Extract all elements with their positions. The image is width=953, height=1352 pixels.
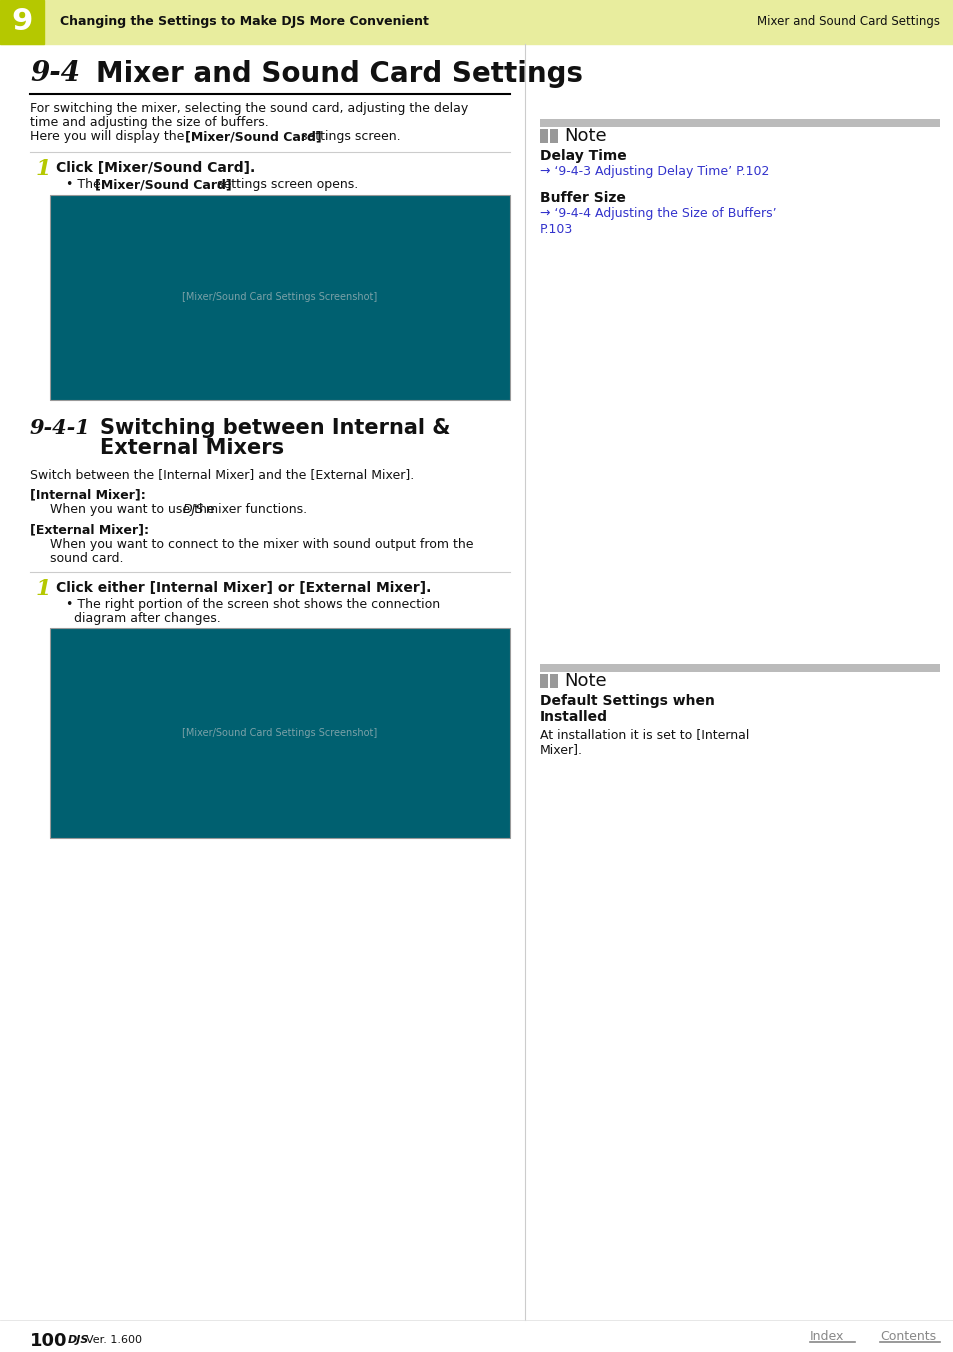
Text: When you want to connect to the mixer with sound output from the: When you want to connect to the mixer wi… [50, 538, 473, 552]
Text: Note: Note [563, 672, 606, 690]
Text: DJS: DJS [68, 1334, 90, 1345]
Text: External Mixers: External Mixers [100, 438, 284, 458]
Text: settings screen opens.: settings screen opens. [213, 178, 358, 191]
Text: Index: Index [809, 1330, 843, 1343]
Text: Mixer and Sound Card Settings: Mixer and Sound Card Settings [96, 59, 582, 88]
Text: Click either [Internal Mixer] or [External Mixer].: Click either [Internal Mixer] or [Extern… [56, 581, 431, 595]
Text: DJS: DJS [183, 503, 204, 516]
Text: Installed: Installed [539, 710, 607, 725]
Text: Switching between Internal &: Switching between Internal & [100, 418, 450, 438]
Bar [50, 627, 510, 838]
Text: Mixer].: Mixer]. [539, 744, 582, 756]
Text: P.103: P.103 [539, 223, 573, 237]
Text: 9: 9 [11, 8, 32, 37]
Bar [550, 128, 558, 143]
Bar [50, 195, 510, 400]
Text: 100: 100 [30, 1332, 68, 1351]
Text: Note: Note [563, 127, 606, 145]
Text: Delay Time: Delay Time [539, 149, 626, 164]
Text: 1: 1 [36, 158, 51, 180]
Text: Mixer and Sound Card Settings: Mixer and Sound Card Settings [757, 15, 939, 28]
Text: Here you will display the: Here you will display the [30, 130, 188, 143]
Text: Contents: Contents [879, 1330, 935, 1343]
Bar [0, 0, 44, 45]
Text: At installation it is set to [Internal: At installation it is set to [Internal [539, 727, 749, 741]
Text: → ‘9-4-3 Adjusting Delay Time’ P.102: → ‘9-4-3 Adjusting Delay Time’ P.102 [539, 165, 768, 178]
Text: diagram after changes.: diagram after changes. [74, 612, 220, 625]
Text: [Mixer/Sound Card]: [Mixer/Sound Card] [185, 130, 321, 143]
Text: • The right portion of the screen shot shows the connection: • The right portion of the screen shot s… [66, 598, 439, 611]
Bar [539, 119, 939, 127]
Text: sound card.: sound card. [50, 552, 123, 565]
Text: Click [Mixer/Sound Card].: Click [Mixer/Sound Card]. [56, 161, 255, 174]
Text: [External Mixer]:: [External Mixer]: [30, 523, 149, 535]
Text: 1: 1 [36, 579, 51, 600]
Text: Default Settings when: Default Settings when [539, 694, 714, 708]
Text: Ver. 1.600: Ver. 1.600 [86, 1334, 142, 1345]
Text: When you want to use the: When you want to use the [50, 503, 218, 516]
Text: Changing the Settings to Make DJS More Convenient: Changing the Settings to Make DJS More C… [60, 15, 429, 28]
Text: Buffer Size: Buffer Size [539, 191, 625, 206]
Text: time and adjusting the size of buffers.: time and adjusting the size of buffers. [30, 116, 269, 128]
Text: 9-4: 9-4 [30, 59, 80, 87]
Text: For switching the mixer, selecting the sound card, adjusting the delay: For switching the mixer, selecting the s… [30, 101, 468, 115]
Text: [Mixer/Sound Card Settings Screenshot]: [Mixer/Sound Card Settings Screenshot] [182, 727, 377, 738]
Text: settings screen.: settings screen. [296, 130, 400, 143]
Text: Switch between the [Internal Mixer] and the [External Mixer].: Switch between the [Internal Mixer] and … [30, 468, 414, 481]
Bar [539, 664, 939, 672]
Text: mixer functions.: mixer functions. [202, 503, 307, 516]
Text: [Mixer/Sound Card]: [Mixer/Sound Card] [95, 178, 232, 191]
Bar [539, 675, 547, 688]
Text: [Mixer/Sound Card Settings Screenshot]: [Mixer/Sound Card Settings Screenshot] [182, 292, 377, 303]
Bar [539, 128, 547, 143]
Text: 9-4-1: 9-4-1 [30, 418, 91, 438]
Bar [0, 0, 953, 45]
Text: [Internal Mixer]:: [Internal Mixer]: [30, 488, 146, 502]
Text: • The: • The [66, 178, 105, 191]
Text: → ‘9-4-4 Adjusting the Size of Buffers’: → ‘9-4-4 Adjusting the Size of Buffers’ [539, 207, 776, 220]
Bar [550, 675, 558, 688]
